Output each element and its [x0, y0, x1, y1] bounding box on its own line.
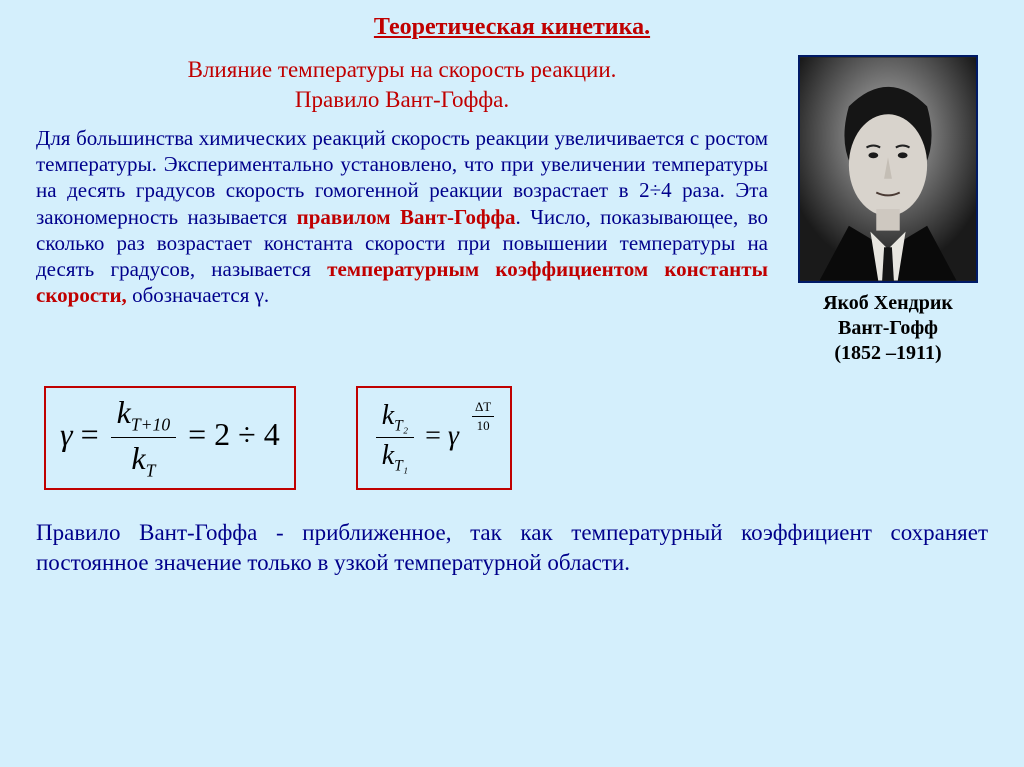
f2-den-sub: T₁ — [394, 458, 408, 475]
f2-exp-num: ΔT — [472, 399, 494, 417]
top-row: Влияние температуры на скорость реакции.… — [36, 55, 988, 366]
f1-lhs: γ — [60, 416, 73, 452]
f1-num: k — [117, 394, 131, 430]
portrait-caption: Якоб Хендрик Вант-Гофф (1852 –1911) — [788, 291, 988, 366]
subtitle: Влияние температуры на скорость реакции.… — [36, 55, 768, 115]
f2-base: γ — [448, 420, 459, 451]
portrait-image — [798, 55, 978, 283]
subtitle-line2: Правило Вант-Гоффа. — [295, 87, 509, 112]
term-rule: правилом Вант-Гоффа — [297, 205, 516, 229]
caption-line2: Вант-Гофф — [838, 317, 938, 339]
f2-num-sub: T₂ — [394, 417, 408, 434]
formula-1: γ = kT+10 kT = 2 ÷ 4 — [44, 386, 296, 490]
formula-row: γ = kT+10 kT = 2 ÷ 4 kT₂ kT₁ = γ ΔT 10 — [44, 386, 988, 490]
f1-den-sub: T — [146, 461, 156, 481]
f1-rhs: 2 ÷ 4 — [214, 416, 280, 452]
subtitle-line1: Влияние температуры на скорость реакции. — [188, 57, 617, 82]
f2-num: k — [382, 400, 394, 431]
f1-den: k — [131, 440, 145, 476]
portrait-svg — [800, 55, 976, 283]
f2-den: k — [382, 440, 394, 471]
f2-exp-den: 10 — [472, 417, 494, 434]
body-paragraph: Для большинства химических реакций скоро… — [36, 125, 768, 309]
page-title: Теоретическая кинетика. — [36, 14, 988, 41]
para-post: обозначается γ. — [127, 283, 269, 307]
portrait-column: Якоб Хендрик Вант-Гофф (1852 –1911) — [788, 55, 988, 366]
left-column: Влияние температуры на скорость реакции.… — [36, 55, 768, 309]
formula-2: kT₂ kT₁ = γ ΔT 10 — [356, 386, 513, 490]
footer-paragraph: Правило Вант-Гоффа - приближенное, так к… — [36, 518, 988, 578]
caption-line1: Якоб Хендрик — [823, 292, 953, 314]
caption-years: (1852 –1911) — [834, 342, 941, 364]
f1-num-sub: T+10 — [131, 414, 170, 434]
